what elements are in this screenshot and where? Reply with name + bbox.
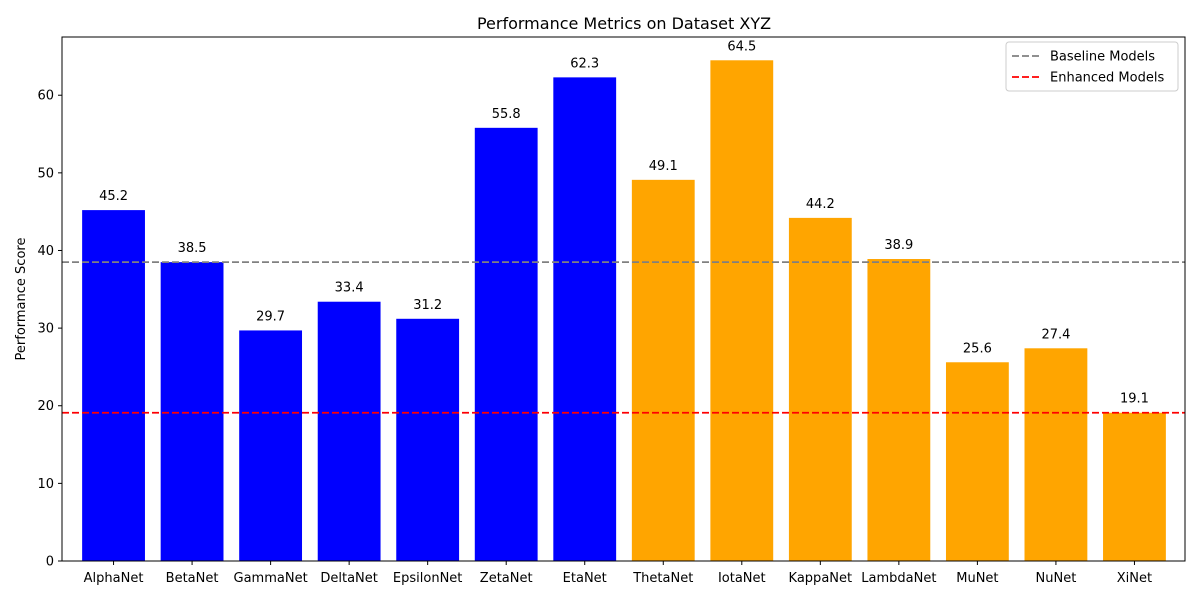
bar-epsilonnet <box>396 318 460 561</box>
x-tick-label: BetaNet <box>166 571 219 586</box>
x-tick-label: ThetaNet <box>632 571 693 586</box>
bar-zetanet <box>474 127 538 562</box>
data-label-munet: 25.6 <box>963 341 992 356</box>
chart-title: Performance Metrics on Dataset XYZ <box>477 14 771 33</box>
x-tick-label: ZetaNet <box>480 571 533 586</box>
bar-xinet <box>1103 412 1166 561</box>
y-tick-label: 0 <box>46 555 54 570</box>
x-tick-label: MuNet <box>956 571 998 586</box>
y-tick-label: 10 <box>37 477 54 492</box>
y-axis-label: Performance Score <box>14 238 29 361</box>
data-label-kappanet: 44.2 <box>806 197 835 212</box>
data-label-iotanet: 64.5 <box>727 39 756 54</box>
legend: Baseline Models Enhanced Models <box>1005 41 1179 92</box>
x-tick-label: GammaNet <box>234 571 308 586</box>
bar-nunet <box>1024 348 1088 561</box>
x-tick-label: XiNet <box>1117 571 1152 586</box>
x-tick-label: DeltaNet <box>320 571 378 586</box>
bar-betanet <box>160 262 224 561</box>
x-tick-label: IotaNet <box>718 571 766 586</box>
y-tick-label: 30 <box>37 322 54 337</box>
data-label-nunet: 27.4 <box>1041 327 1070 342</box>
plot-area: 45.2 38.5 29.7 33.4 31.2 55.8 62.3 49.1 64.5 44.2… <box>37 36 1186 586</box>
legend-entry: Baseline Models <box>1050 50 1155 65</box>
bar-gammanet <box>239 330 303 561</box>
bar-thetanet <box>631 179 695 562</box>
legend-entry: Enhanced Models <box>1050 71 1164 86</box>
data-label-lambdanet: 38.9 <box>884 238 913 253</box>
y-tick-label: 50 <box>37 166 54 181</box>
x-tick-label: LambdaNet <box>861 571 936 586</box>
y-tick-label: 60 <box>37 89 54 104</box>
data-label-gammanet: 29.7 <box>256 309 285 324</box>
data-label-etanet: 62.3 <box>570 56 599 71</box>
bar-iotanet <box>710 60 774 562</box>
bar-lambdanet <box>867 259 931 561</box>
data-label-epsilonnet: 31.2 <box>413 298 442 313</box>
bar-munet <box>945 362 1009 561</box>
bar-deltanet <box>317 301 381 561</box>
data-label-alphanet: 45.2 <box>99 189 128 204</box>
x-tick-label: AlphaNet <box>84 571 144 586</box>
data-label-betanet: 38.5 <box>178 241 207 256</box>
data-label-thetanet: 49.1 <box>649 159 678 174</box>
y-tick-label: 20 <box>37 399 54 414</box>
plot-frame <box>61 36 1186 562</box>
bar-etanet <box>553 77 617 562</box>
data-label-xinet: 19.1 <box>1120 392 1149 407</box>
bar-kappanet <box>788 217 852 562</box>
data-label-deltanet: 33.4 <box>335 281 364 296</box>
x-tick-label: EpsilonNet <box>393 571 462 586</box>
legend-box <box>1005 41 1179 92</box>
data-label-zetanet: 55.8 <box>492 107 521 122</box>
x-tick-label: NuNet <box>1036 571 1077 586</box>
x-tick-label: KappaNet <box>789 571 853 586</box>
y-tick-label: 40 <box>37 244 54 259</box>
bar-alphanet <box>82 210 145 561</box>
x-tick-label: EtaNet <box>563 571 607 586</box>
